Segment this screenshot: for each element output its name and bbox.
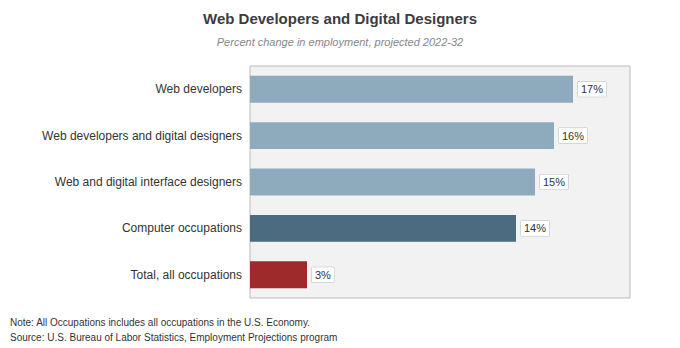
svg-text:15%: 15% [543,176,565,188]
svg-text:17%: 17% [581,83,603,95]
svg-text:14%: 14% [524,222,546,234]
svg-text:Source: U.S. Bureau of Labor S: Source: U.S. Bureau of Labor Statistics,… [10,332,337,343]
svg-text:3%: 3% [315,269,331,281]
svg-text:Web Developers and Digital Des: Web Developers and Digital Designers [203,10,477,27]
svg-text:Total, all occupations: Total, all occupations [131,268,242,282]
svg-text:16%: 16% [562,130,584,142]
svg-text:Web developers: Web developers [156,82,243,96]
svg-text:Note: All Occupations includes: Note: All Occupations includes all occup… [10,317,310,328]
svg-text:Computer occupations: Computer occupations [122,221,242,235]
svg-text:Percent change in employment,: Percent change in employment, projected … [217,36,463,48]
svg-text:Web developers and digital des: Web developers and digital designers [42,129,242,143]
svg-text:Web and digital interface desi: Web and digital interface designers [55,175,242,189]
